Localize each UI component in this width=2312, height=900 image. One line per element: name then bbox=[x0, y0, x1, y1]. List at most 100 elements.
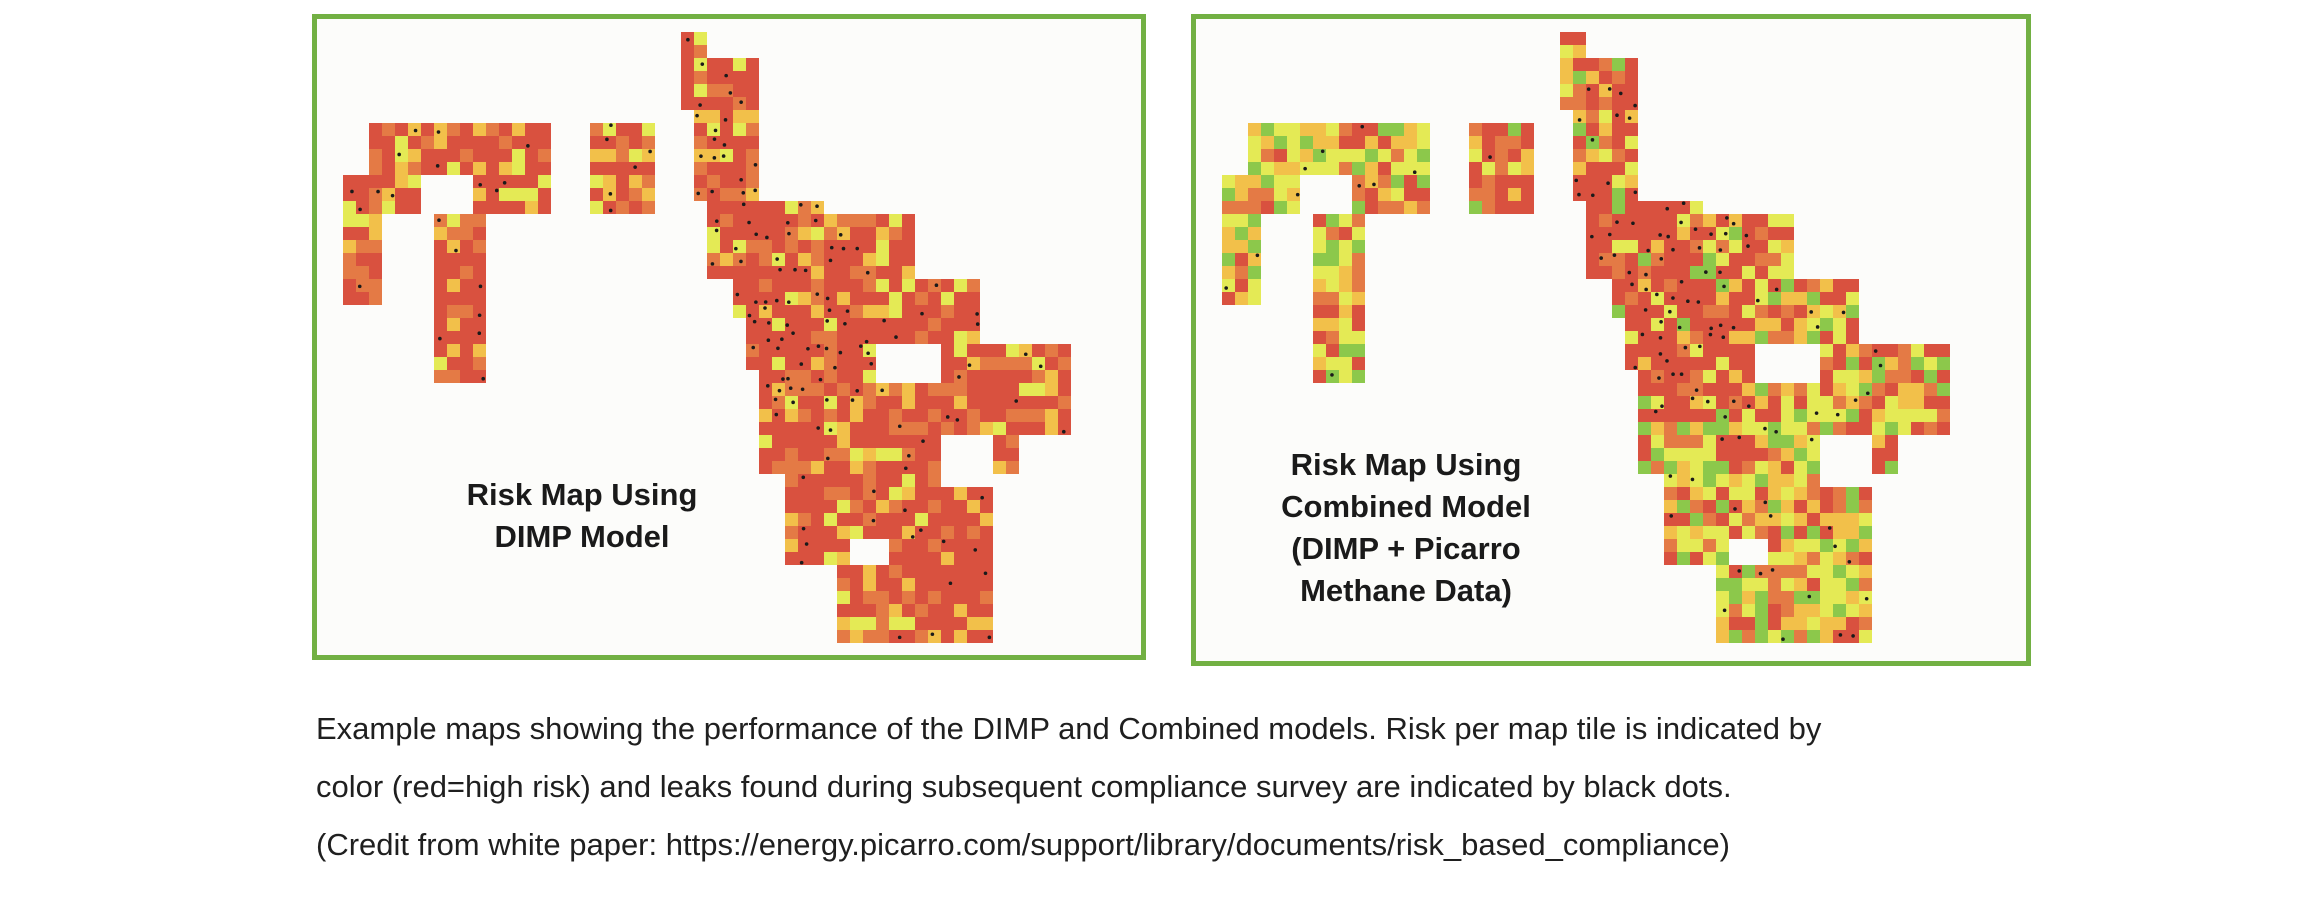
risk-tile bbox=[1612, 162, 1625, 175]
risk-tile bbox=[1703, 344, 1716, 357]
risk-tile bbox=[1045, 422, 1058, 435]
risk-tile bbox=[915, 422, 928, 435]
risk-tile bbox=[824, 396, 837, 409]
risk-tile bbox=[811, 240, 824, 253]
risk-tile bbox=[902, 253, 915, 266]
leak-dot bbox=[1255, 253, 1260, 258]
risk-tile bbox=[642, 188, 655, 201]
risk-tile bbox=[1768, 591, 1781, 604]
risk-tile bbox=[824, 279, 837, 292]
risk-tile bbox=[616, 162, 629, 175]
risk-tile bbox=[954, 526, 967, 539]
leak-dot bbox=[987, 635, 992, 640]
leak-dot bbox=[1873, 349, 1878, 353]
risk-tile bbox=[902, 630, 915, 643]
risk-tile bbox=[1690, 201, 1703, 214]
risk-tile bbox=[590, 149, 603, 162]
risk-tile bbox=[1859, 513, 1872, 526]
leak-dot bbox=[1671, 296, 1675, 300]
risk-tile bbox=[889, 565, 902, 578]
leak-dot bbox=[858, 344, 863, 348]
risk-tile bbox=[863, 474, 876, 487]
risk-tile bbox=[1274, 136, 1287, 149]
risk-tile bbox=[746, 175, 759, 188]
risk-tile bbox=[733, 97, 746, 110]
risk-tile bbox=[824, 370, 837, 383]
risk-tile bbox=[759, 201, 772, 214]
risk-tile bbox=[980, 409, 993, 422]
risk-tile bbox=[1898, 344, 1911, 357]
risk-tile bbox=[447, 370, 460, 383]
risk-tile bbox=[1768, 526, 1781, 539]
risk-tile bbox=[1859, 357, 1872, 370]
risk-tile bbox=[1703, 214, 1716, 227]
risk-tile bbox=[1469, 201, 1482, 214]
risk-tile bbox=[1859, 617, 1872, 630]
risk-tile bbox=[798, 526, 811, 539]
risk-tile bbox=[1716, 539, 1729, 552]
risk-tile bbox=[1794, 604, 1807, 617]
leak-dot bbox=[712, 137, 717, 141]
risk-tile bbox=[1352, 123, 1365, 136]
risk-tile bbox=[590, 175, 603, 188]
risk-tile bbox=[928, 396, 941, 409]
risk-tile bbox=[1274, 123, 1287, 136]
risk-tile bbox=[1326, 240, 1339, 253]
risk-tile bbox=[642, 201, 655, 214]
risk-tile bbox=[1019, 344, 1032, 357]
risk-tile bbox=[954, 487, 967, 500]
leak-dot bbox=[1696, 300, 1701, 304]
risk-tile bbox=[1833, 370, 1846, 383]
risk-tile bbox=[1911, 383, 1924, 396]
risk-tile bbox=[1820, 513, 1833, 526]
risk-tile bbox=[1664, 539, 1677, 552]
risk-tile bbox=[928, 292, 941, 305]
leak-dot bbox=[1320, 149, 1325, 154]
risk-tile bbox=[1006, 409, 1019, 422]
risk-tile bbox=[707, 97, 720, 110]
risk-tile bbox=[1045, 396, 1058, 409]
risk-tile bbox=[1807, 578, 1820, 591]
leak-dot bbox=[1590, 193, 1595, 198]
leak-dot bbox=[1833, 544, 1837, 549]
leak-dot bbox=[413, 128, 418, 133]
risk-tile bbox=[1820, 565, 1833, 578]
risk-tile bbox=[1261, 136, 1274, 149]
risk-tile bbox=[993, 409, 1006, 422]
leak-dot bbox=[945, 415, 950, 419]
risk-tile bbox=[1664, 370, 1677, 383]
risk-tile bbox=[876, 591, 889, 604]
risk-tile bbox=[876, 461, 889, 474]
risk-tile bbox=[876, 253, 889, 266]
risk-tile bbox=[1586, 136, 1599, 149]
risk-tile bbox=[785, 344, 798, 357]
risk-tile bbox=[1755, 227, 1768, 240]
risk-tile bbox=[512, 136, 525, 149]
risk-tile bbox=[928, 448, 941, 461]
risk-tile bbox=[460, 240, 473, 253]
risk-tile bbox=[902, 409, 915, 422]
risk-tile bbox=[1742, 578, 1755, 591]
risk-tile bbox=[408, 188, 421, 201]
risk-tile bbox=[824, 448, 837, 461]
risk-tile bbox=[1859, 565, 1872, 578]
leak-dot bbox=[1693, 227, 1698, 231]
risk-tile bbox=[980, 604, 993, 617]
risk-tile bbox=[395, 123, 408, 136]
risk-tile bbox=[1495, 136, 1508, 149]
leak-dot bbox=[1847, 559, 1852, 564]
risk-tile bbox=[1404, 149, 1417, 162]
risk-tile bbox=[902, 617, 915, 630]
risk-tile bbox=[1846, 487, 1859, 500]
risk-tile bbox=[1235, 279, 1248, 292]
leak-dot bbox=[919, 528, 923, 532]
risk-tile bbox=[876, 604, 889, 617]
risk-tile bbox=[1638, 344, 1651, 357]
risk-tile bbox=[824, 409, 837, 422]
risk-tile bbox=[928, 331, 941, 344]
risk-tile bbox=[473, 331, 486, 344]
risk-tile bbox=[1716, 565, 1729, 578]
risk-tile bbox=[356, 266, 369, 279]
risk-tile bbox=[1651, 331, 1664, 344]
leak-dot bbox=[1360, 124, 1365, 129]
